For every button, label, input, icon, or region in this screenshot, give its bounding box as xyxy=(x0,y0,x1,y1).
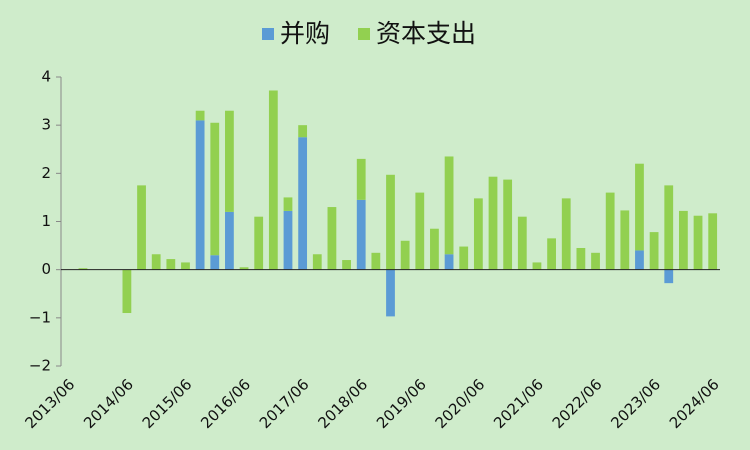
bar xyxy=(547,238,556,270)
bar xyxy=(444,254,454,270)
bar xyxy=(298,137,308,270)
bar xyxy=(78,268,88,270)
x-tick-label: 2024/06 xyxy=(666,375,723,432)
bar xyxy=(356,158,366,200)
bar xyxy=(122,269,132,314)
bar xyxy=(693,215,703,270)
bar xyxy=(591,252,600,270)
bar xyxy=(649,232,659,270)
bar xyxy=(210,122,220,256)
bar xyxy=(225,110,234,212)
bar xyxy=(473,198,483,270)
x-tick-label: 2017/06 xyxy=(256,375,313,432)
legend-label: 并购 xyxy=(280,19,330,48)
x-tick-label: 2015/06 xyxy=(139,375,196,432)
legend-swatch xyxy=(358,28,370,40)
y-tick-label: −1 xyxy=(29,308,51,326)
y-tick-label: −2 xyxy=(29,357,51,375)
bar xyxy=(386,174,395,270)
x-tick-label: 2022/06 xyxy=(549,375,606,432)
bar xyxy=(488,176,498,270)
bar xyxy=(532,262,542,270)
bar xyxy=(620,210,630,270)
bar xyxy=(225,211,234,270)
bar xyxy=(664,269,674,284)
bar xyxy=(254,216,264,270)
bar xyxy=(415,192,425,270)
bar xyxy=(268,90,278,270)
bar xyxy=(678,210,688,270)
y-tick-label: 1 xyxy=(41,212,51,230)
bar xyxy=(181,262,190,270)
bar xyxy=(371,252,381,270)
bar xyxy=(283,197,293,211)
bar xyxy=(635,163,644,251)
y-tick-label: 0 xyxy=(41,260,51,278)
bar xyxy=(444,156,454,255)
bar xyxy=(342,260,351,270)
x-tick-label: 2013/06 xyxy=(22,375,79,432)
bar xyxy=(517,216,527,270)
bar xyxy=(576,247,586,270)
bar xyxy=(312,254,322,270)
y-tick-label: 2 xyxy=(41,164,51,182)
y-tick-label: 3 xyxy=(41,116,51,134)
bar xyxy=(664,185,674,270)
x-tick-label: 2021/06 xyxy=(490,375,547,432)
bar xyxy=(635,250,644,270)
bar xyxy=(239,267,249,270)
bar xyxy=(605,192,615,270)
x-tick-label: 2020/06 xyxy=(432,375,489,432)
bar xyxy=(459,246,469,270)
bar xyxy=(430,228,439,270)
bar xyxy=(356,199,366,270)
bar xyxy=(400,240,410,270)
bar xyxy=(137,185,146,270)
bar xyxy=(195,110,205,121)
y-tick-label: 4 xyxy=(41,68,51,86)
bar xyxy=(283,210,293,270)
bar xyxy=(151,254,161,270)
x-tick-label: 2018/06 xyxy=(314,375,371,432)
legend-swatch xyxy=(262,28,274,40)
bar xyxy=(298,125,308,138)
bar xyxy=(503,179,513,270)
x-tick-label: 2014/06 xyxy=(80,375,137,432)
bar xyxy=(327,207,337,270)
bar xyxy=(210,255,220,270)
bar xyxy=(195,120,205,270)
x-tick-label: 2019/06 xyxy=(373,375,430,432)
legend-label: 资本支出 xyxy=(376,19,476,48)
x-tick-label: 2023/06 xyxy=(607,375,664,432)
bar xyxy=(708,213,718,270)
bar xyxy=(561,198,571,270)
x-tick-label: 2016/06 xyxy=(197,375,254,432)
bar xyxy=(166,259,176,270)
bar xyxy=(386,269,395,317)
